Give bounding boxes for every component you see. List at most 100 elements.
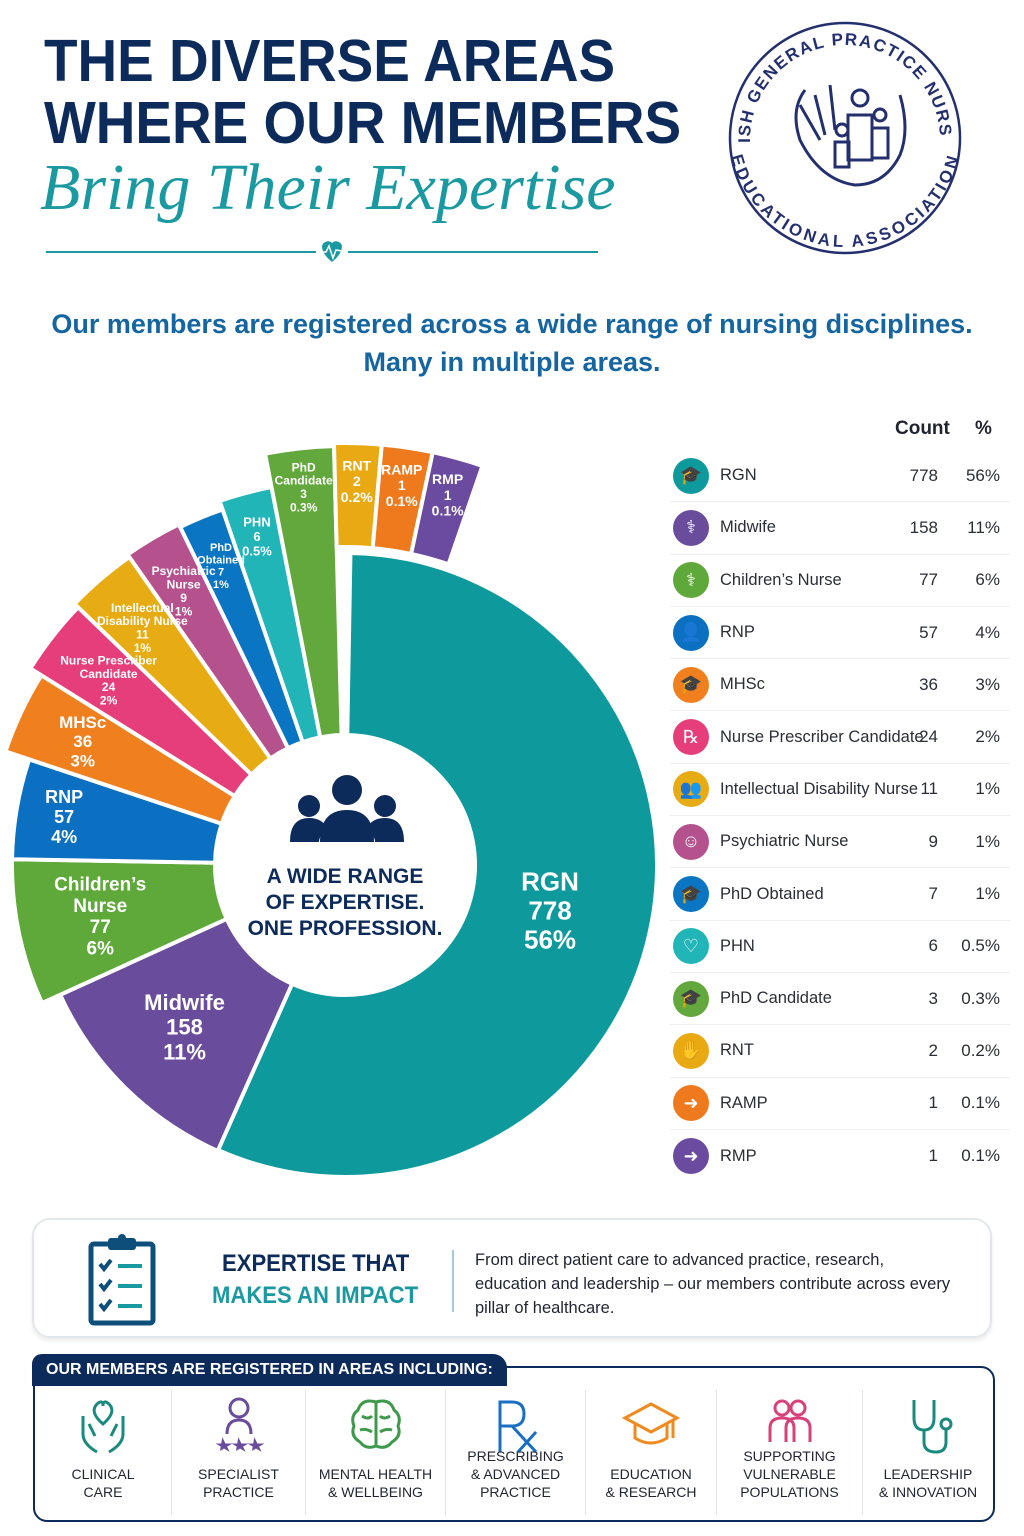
label-name: Obtained bbox=[197, 554, 245, 566]
heart-icon: ♡ bbox=[673, 928, 709, 965]
row-name: Intellectual Disability Nurse bbox=[720, 779, 919, 798]
table-row: 🎓 PhD Candidate 3 0.3% bbox=[670, 973, 1010, 1026]
row-count: 778 bbox=[909, 465, 938, 485]
label-name: MHSc bbox=[59, 713, 106, 732]
area-label: CLINICAL CARE bbox=[35, 1465, 171, 1501]
row-pct: 1% bbox=[975, 831, 1000, 851]
table-row: ⚕ Children’s Nurse 77 6% bbox=[670, 555, 1010, 607]
label-count: 9 bbox=[180, 591, 187, 605]
table-row: 👥 Intellectual Disability Nurse 11 1% bbox=[670, 764, 1010, 817]
label-count: 2 bbox=[353, 473, 361, 489]
label-count: 3 bbox=[300, 487, 307, 501]
table-row: ➜ RMP 1 0.1% bbox=[670, 1130, 1010, 1182]
row-pct: 11% bbox=[967, 517, 1000, 537]
area-label-line: & INNOVATION bbox=[878, 1484, 978, 1500]
subtitle-line-2: Many in multiple areas. bbox=[363, 347, 661, 377]
segment-label: Midwife 158 11% bbox=[144, 990, 225, 1064]
row-count: 7 bbox=[928, 884, 938, 904]
area-label-line: VULNERABLE bbox=[743, 1466, 836, 1482]
area-item: CLINICAL CARE bbox=[35, 1390, 172, 1515]
label-pct: 0.1% bbox=[386, 493, 418, 509]
label-name: Nurse Prescriber bbox=[60, 653, 157, 667]
label-count: 36 bbox=[73, 732, 92, 751]
label-pct: 4% bbox=[51, 827, 77, 847]
segment-label: Intellectual Disability Nurse 11 1% bbox=[97, 601, 188, 655]
subtitle-line-1: Our members are registered across a wide… bbox=[51, 309, 973, 339]
row-name: PHN bbox=[720, 936, 755, 955]
segment-label: RGN 778 56% bbox=[521, 866, 579, 954]
area-label-line: EDUCATION bbox=[610, 1466, 692, 1482]
label-pct: 1% bbox=[213, 579, 229, 591]
row-pct: 0.1% bbox=[961, 1093, 1000, 1113]
row-pct: 0.1% bbox=[961, 1146, 1000, 1165]
area-label-line: SUPPORTING bbox=[743, 1448, 836, 1464]
segment-label: PHN 6 0.5% bbox=[242, 515, 272, 559]
graduation-cap-icon: 🎓 bbox=[673, 980, 709, 1017]
area-label-line: PRACTICE bbox=[203, 1484, 274, 1500]
label-name: PHN bbox=[243, 515, 270, 530]
row-pct: 6% bbox=[975, 570, 1000, 590]
people-icon bbox=[768, 1399, 811, 1442]
row-pct: 0.2% bbox=[961, 1040, 1000, 1060]
area-label-line: CLINICAL bbox=[71, 1466, 135, 1482]
head-icon: ☺ bbox=[673, 823, 709, 860]
table-row: ✋ RNT 2 0.2% bbox=[670, 1025, 1010, 1078]
segment-label: RNP 57 4% bbox=[45, 787, 83, 847]
table-row: ➜ RAMP 1 0.1% bbox=[670, 1078, 1010, 1130]
label-pct: 11% bbox=[163, 1039, 206, 1064]
row-name: PhD Candidate bbox=[720, 989, 832, 1008]
heartbeat-divider-icon bbox=[46, 241, 598, 262]
graduation-cap-icon: 🎓 bbox=[673, 876, 709, 913]
area-item: LEADERSHIP & INNOVATION bbox=[863, 1390, 993, 1515]
area-label-line: LEADERSHIP bbox=[883, 1466, 973, 1482]
row-pct: 1% bbox=[975, 779, 1000, 799]
row-count: 3 bbox=[928, 988, 938, 1008]
label-pct: 0.5% bbox=[242, 544, 272, 559]
donut-chart: A WIDE RANGE OF EXPERTISE. ONE PROFESSIO… bbox=[2, 441, 659, 1179]
table-row: ⚕ Midwife 158 11% bbox=[670, 502, 1010, 555]
area-item: SUPPORTING VULNERABLE POPULATIONS bbox=[717, 1390, 863, 1515]
label-name: PhD bbox=[210, 542, 232, 554]
area-label-line: & ADVANCED bbox=[470, 1466, 561, 1482]
area-label: SUPPORTING VULNERABLE POPULATIONS bbox=[717, 1447, 862, 1501]
row-pct: 1% bbox=[975, 884, 1000, 904]
label-count: 57 bbox=[54, 807, 74, 827]
graduation-cap-icon: 🎓 bbox=[673, 457, 709, 494]
segment-label: PhD Obtained 7 1% bbox=[197, 542, 245, 591]
area-label-line: & WELLBEING bbox=[328, 1484, 423, 1500]
table-row: 🎓 PhD Obtained 7 1% bbox=[670, 868, 1010, 921]
row-count: 11 bbox=[920, 779, 938, 799]
row-pct: 0.5% bbox=[961, 936, 1000, 956]
hands-family-icon bbox=[794, 84, 907, 187]
label-count: 7 bbox=[218, 567, 224, 579]
clipboard-checklist-icon bbox=[88, 1234, 156, 1326]
association-logo: IRISH GENERAL PRACTICE NURSES EDUCATIONA… bbox=[720, 20, 962, 255]
table-row: 🎓 MHSc 36 3% bbox=[670, 659, 1010, 712]
brain-icon bbox=[350, 1399, 401, 1449]
label-name: RMP bbox=[432, 471, 463, 487]
label-pct: 56% bbox=[524, 925, 576, 955]
nurse-icon: ⚕ bbox=[673, 509, 709, 546]
label-pct: 0.1% bbox=[432, 503, 464, 519]
label-name: Children’s bbox=[54, 875, 146, 896]
row-name: RMP bbox=[720, 1146, 757, 1165]
rx-icon bbox=[498, 1400, 537, 1454]
row-pct: 4% bbox=[975, 622, 1000, 642]
row-name: RGN bbox=[720, 466, 757, 485]
label-count: 24 bbox=[102, 680, 116, 694]
stethoscope-icon bbox=[912, 1400, 953, 1454]
row-name: PhD Obtained bbox=[720, 884, 824, 903]
label-pct: 0.2% bbox=[341, 489, 373, 505]
impact-heading-1: EXPERTISE THAT bbox=[222, 1250, 410, 1277]
segment-rmp bbox=[408, 449, 485, 567]
label-name: PhD bbox=[292, 460, 316, 474]
title-line-1: THE DIVERSE AREAS bbox=[44, 28, 616, 94]
count-header: Count bbox=[895, 418, 950, 439]
people-group-icon bbox=[290, 775, 404, 842]
label-count: 1 bbox=[444, 487, 452, 503]
impact-divider bbox=[452, 1250, 454, 1312]
segment-label: RMP 1 0.1% bbox=[432, 471, 464, 518]
area-label-line: SPECIALIST bbox=[198, 1466, 279, 1482]
segment-label: Nurse Prescriber Candidate 24 2% bbox=[60, 653, 157, 707]
arrow-right-icon: ➜ bbox=[673, 1085, 709, 1122]
